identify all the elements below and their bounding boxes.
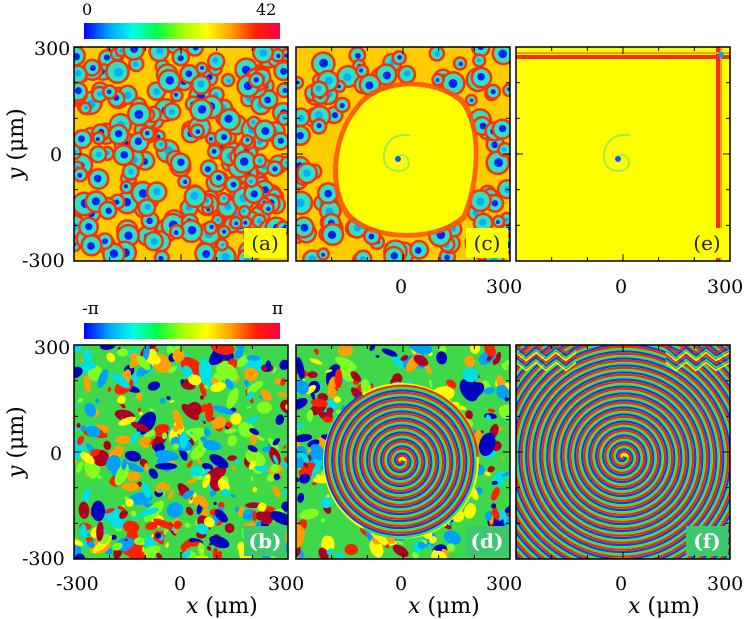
y-tick-neg300-bottom: -300 (22, 548, 65, 570)
panel-b-label: (b) (244, 526, 286, 556)
x-tick-top-c-300: 300 (486, 276, 523, 298)
panel-d-pattern (296, 345, 510, 559)
panel-e-pattern (516, 47, 730, 261)
panel-f-pattern (516, 345, 730, 559)
phase-colorbar-max-label: π (272, 299, 284, 319)
y-tick-300-top: 300 (34, 38, 71, 60)
x-tick-top-e-0: 0 (615, 276, 628, 298)
panel-e-label: (e) (686, 228, 728, 258)
x-tick-bot-b-0: 0 (174, 573, 187, 595)
panel-f-label: (f) (686, 526, 728, 556)
x-axis-label-b: x (μm) (186, 594, 258, 619)
x-tick-bot-f-300: 300 (707, 573, 744, 595)
panel-c: (c) (296, 47, 510, 261)
panel-b-pattern (74, 345, 288, 559)
panel-c-pattern (296, 47, 510, 261)
y-tick-neg300-top: -300 (22, 250, 65, 272)
y-tick-0-bottom: 0 (50, 443, 63, 465)
x-tick-bot-d-300: 300 (486, 573, 523, 595)
panel-d-label: (d) (466, 526, 508, 556)
panel-f: (f) (516, 345, 730, 559)
phase-colorbar-min-label: -π (82, 299, 99, 319)
panel-c-label: (c) (466, 228, 508, 258)
x-tick-bot-b-300: 300 (268, 573, 305, 595)
amp-colorbar-min-label: 0 (82, 0, 93, 19)
phase-colorbar (84, 323, 280, 339)
y-tick-0-top: 0 (50, 144, 63, 166)
panel-a: (a) (74, 47, 288, 261)
x-axis-label-d: x (μm) (408, 594, 480, 619)
panel-a-label: (a) (244, 228, 286, 258)
x-tick-bot-d-0: 0 (395, 573, 408, 595)
x-tick-bot-f-0: 0 (615, 573, 628, 595)
amplitude-colorbar (84, 23, 280, 39)
x-tick-top-e-300: 300 (707, 276, 744, 298)
x-tick-top-c-0: 0 (395, 276, 408, 298)
x-tick-bot-neg300: -300 (56, 573, 99, 595)
x-axis-label-f: x (μm) (628, 594, 700, 619)
panel-e: (e) (516, 47, 730, 261)
y-tick-300-bottom: 300 (34, 337, 71, 359)
panel-d: (d) (296, 345, 510, 559)
amp-colorbar-max-label: 42 (256, 0, 277, 19)
panel-b: (b) (74, 345, 288, 559)
